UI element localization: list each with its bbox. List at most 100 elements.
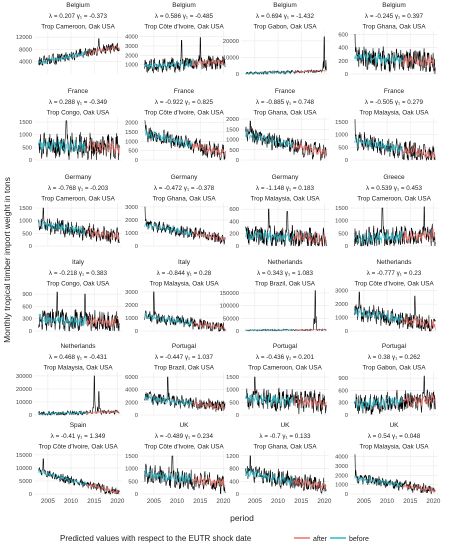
predicted-after-line <box>293 476 327 491</box>
y-tick-label: 8000 <box>19 47 32 53</box>
panel-country: Portugal <box>382 343 407 350</box>
predicted-after-line <box>192 399 226 411</box>
facet-panel: Belgium λ = -0.245 γ₁ = 0.397 Trop Ghana, … <box>338 2 438 78</box>
y-tick-label: 100000 <box>220 304 239 310</box>
y-tick-label: 0 <box>345 158 348 164</box>
y-tick-label: 0 <box>345 72 348 78</box>
panel-product: Trop Ghana, Oak USA <box>253 444 317 451</box>
panel-country: Italy <box>72 259 85 266</box>
legend: Predicted values with respect to the EUT… <box>60 534 369 543</box>
y-tick-label: 0 <box>236 413 239 419</box>
y-tick-label: 150000 <box>220 291 239 297</box>
y-tick-label: 600 <box>338 388 348 394</box>
panel-lambda: λ = -0.777 γ₁ = 0.23 <box>367 270 422 277</box>
facet-panel: Portugal λ = -0.436 γ₁ = 0.201 Trop Camero… <box>226 343 329 419</box>
predicted-after-line <box>402 316 436 331</box>
panel-lambda: λ = -0.41 γ₁ = 1.349 <box>51 433 106 440</box>
x-axis-label: period <box>230 513 254 523</box>
predicted-after-line <box>402 54 436 70</box>
y-tick-label: 500 <box>229 400 239 406</box>
panel-lambda: λ = -0.218 γ₁ = 0.383 <box>49 270 108 277</box>
predicted-after-line <box>192 142 226 157</box>
actual-series-line <box>38 458 120 495</box>
facet-panel: France λ = -0.505 γ₁ = 0.279 Trop Malaysia… <box>335 88 438 164</box>
panel-lambda: λ = -0.436 γ₁ = 0.201 <box>256 354 315 361</box>
predicted-before-line <box>245 130 294 148</box>
y-tick-label: 400 <box>229 479 239 485</box>
y-tick-label: 2000 <box>335 473 348 479</box>
panel-country: Belgium <box>273 2 296 9</box>
y-tick-label: 500 <box>229 148 239 154</box>
predicted-before-line <box>245 467 294 486</box>
y-tick-label: 2000 <box>125 218 138 224</box>
y-tick-label: 500 <box>338 231 348 237</box>
facet-panel: Greece λ = 0.539 γ₁ = 0.453 Trop Cameroon,… <box>335 174 438 250</box>
facet-panel: Belgium λ = 0.694 γ₁ = -1.432 Trop Gabon, … <box>223 2 329 78</box>
x-tick-label: 2015 <box>403 498 418 505</box>
actual-series-line <box>245 376 327 415</box>
facet-panel: Belgium λ = 0.207 γ₁ = -0.373 Trop Cameroo… <box>16 2 122 74</box>
actual-series-line <box>38 375 120 417</box>
panel-country: Greece <box>383 174 405 181</box>
panel-product: Trop Malaysia, Oak USA <box>149 281 219 288</box>
predicted-before-line <box>354 475 403 488</box>
panel-country: Belgium <box>172 2 195 9</box>
y-tick-label: 1000 <box>226 388 239 394</box>
panel-country: Netherlands <box>376 259 412 266</box>
facet-panel: UK λ = -0.489 γ₁ = 0.234 Trop Côte d'Ivoir… <box>125 422 228 498</box>
y-tick-label: 400 <box>229 219 239 225</box>
actual-series-line <box>354 119 436 162</box>
predicted-before-line <box>354 307 403 324</box>
panel-product: Trop Côte d'Ivoire, Oak USA <box>144 444 224 451</box>
panel-product: Trop Cameroon, Oak USA <box>41 196 115 203</box>
panel-product: Trop Ghana, Oak USA <box>253 110 317 117</box>
y-tick-label: 2000 <box>125 121 138 127</box>
facet-panel: Italy λ = -0.218 γ₁ = 0.383 Trop Congo, Oa… <box>22 259 122 335</box>
facet-panel: Germany λ = -0.768 γ₁ = -0.203 Trop Camero… <box>19 174 122 250</box>
predicted-before-line <box>38 411 87 416</box>
y-tick-label: 3000 <box>125 205 138 211</box>
y-tick-label: 1000 <box>335 133 348 139</box>
panel-product: Trop Cameroon, Oak USA <box>357 196 431 203</box>
y-tick-label: 1000 <box>125 63 138 69</box>
predicted-after-line <box>86 409 120 415</box>
panel-country: Netherlands <box>267 259 303 266</box>
y-tick-label: 10000 <box>16 466 32 472</box>
y-tick-label: 2000 <box>335 302 348 308</box>
facet-panel: UK λ = 0.54 γ₁ = 0.048 Trop Malaysia, Oak … <box>335 422 438 498</box>
y-tick-label: 300 <box>338 401 348 407</box>
panel-lambda: λ = 0.207 γ₁ = -0.373 <box>49 13 108 20</box>
actual-series-line <box>245 120 327 161</box>
y-tick-label: 800 <box>229 467 239 473</box>
panel-product: Trop Côte d'Ivoire, Oak USA <box>38 444 118 451</box>
y-tick-label: 10000 <box>223 55 239 61</box>
predicted-before-line <box>245 228 294 243</box>
y-tick-label: 0 <box>135 158 138 164</box>
y-tick-label: 3000 <box>125 44 138 50</box>
y-tick-label: 1500 <box>125 130 138 136</box>
panel-lambda: λ = -0.7 γ₁ = 0.133 <box>259 433 311 440</box>
predicted-before-line <box>144 312 193 326</box>
panel-product: Trop Malaysia, Oak USA <box>359 110 429 117</box>
y-tick-label: 20000 <box>16 387 32 393</box>
x-tick-label: 2020 <box>317 498 332 505</box>
x-tick-label: 2015 <box>87 498 102 505</box>
y-tick-label: 0 <box>29 158 32 164</box>
actual-series-line <box>354 454 436 495</box>
y-tick-label: 0 <box>345 244 348 250</box>
y-tick-label: 1500 <box>19 206 32 212</box>
y-tick-label: 600 <box>22 304 32 310</box>
x-tick-label: 2015 <box>193 498 208 505</box>
panel-lambda: λ = -0.768 γ₁ = -0.203 <box>48 185 109 192</box>
panel-lambda: λ = 0.539 γ₁ = 0.453 <box>366 185 423 192</box>
panel-lambda: λ = 0.54 γ₁ = 0.048 <box>368 433 421 440</box>
y-tick-label: 0 <box>29 492 32 498</box>
panel-product: Trop Brazil, Oak USA <box>255 281 316 288</box>
y-tick-label: 10000 <box>16 400 32 406</box>
predicted-before-line <box>354 230 403 245</box>
x-tick-label: 2005 <box>147 498 162 505</box>
y-tick-label: 0 <box>135 244 138 250</box>
y-tick-label: 1500 <box>125 454 138 460</box>
panel-lambda: λ = -0.922 γ₁ = 0.825 <box>155 99 214 106</box>
legend-title: Predicted values with respect to the EUT… <box>60 534 252 543</box>
